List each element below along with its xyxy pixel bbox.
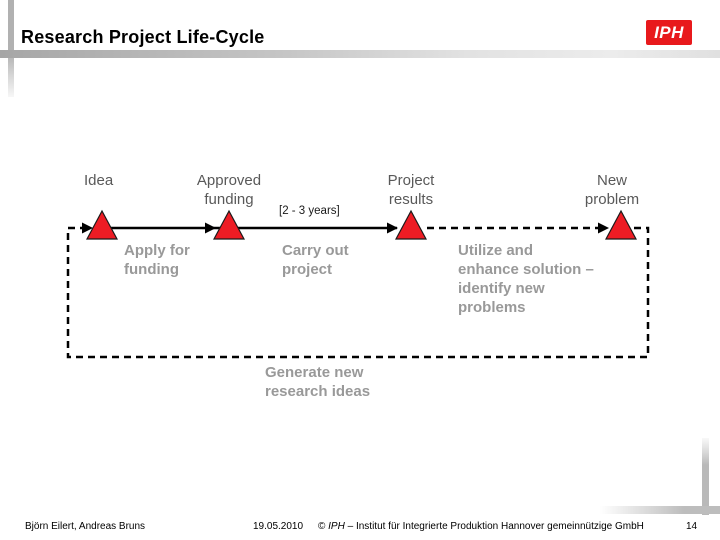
decor-footer-band-right xyxy=(600,506,720,514)
milestone-label-project-results: Project results xyxy=(387,172,435,208)
footer-copyright-symbol: © xyxy=(318,521,329,532)
arrowhead-to-new-problem xyxy=(598,222,609,234)
arrowhead-to-idea xyxy=(82,222,93,234)
milestone-label-new-problem: New problem xyxy=(584,172,640,208)
arrowhead-to-approved-funding xyxy=(205,222,216,234)
phase-label-carry-out-project: Carry out project xyxy=(282,242,349,278)
loop-label-generate-ideas: Generate new research ideas xyxy=(265,364,371,400)
duration-label: [2 - 3 years] xyxy=(279,205,340,217)
slide-title: Research Project Life-Cycle xyxy=(21,27,265,47)
milestone-label-approved-funding: Approved funding xyxy=(196,172,262,208)
milestone-triangle-new-problem xyxy=(604,209,638,240)
footer-authors: Björn Eilert, Andreas Bruns xyxy=(25,521,146,532)
iph-logo: IPH xyxy=(646,20,692,45)
phase-label-utilize-enhance: Utilize and enhance solution – identify … xyxy=(458,242,594,316)
decor-header-band xyxy=(0,50,720,58)
milestone-triangle-approved-funding xyxy=(212,209,246,240)
footer-page-number: 14 xyxy=(686,521,698,532)
phase-label-apply-for-funding: Apply for funding xyxy=(124,242,190,278)
footer-date: 19.05.2010 xyxy=(253,521,304,532)
footer-copyright-org: IPH xyxy=(328,521,345,532)
arrowhead-to-project-results xyxy=(387,222,398,234)
cycle-dashed-loop xyxy=(66,226,650,359)
milestone-triangle-idea xyxy=(85,209,119,240)
iph-logo-text: IPH xyxy=(654,22,684,42)
decor-vertical-line-bottom-right xyxy=(702,438,709,515)
milestone-triangle-project-results xyxy=(394,209,428,240)
milestone-label-idea: Idea xyxy=(84,172,114,189)
decor-vertical-line-top-left xyxy=(8,0,14,97)
footer-copyright-text: – Institut für Integrierte Produktion Ha… xyxy=(344,521,644,532)
footer-copyright: © IPH – Institut für Integrierte Produkt… xyxy=(318,521,644,532)
